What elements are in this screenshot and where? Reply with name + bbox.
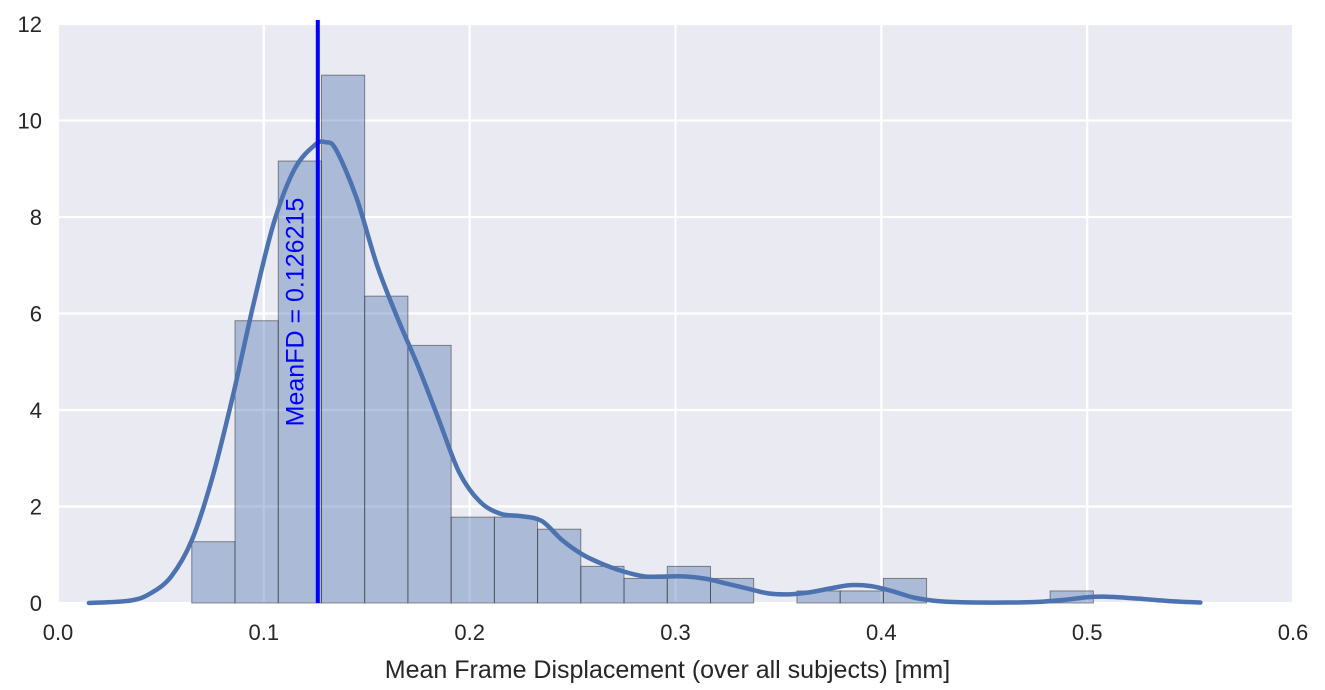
- histogram-bar: [493, 516, 539, 604]
- histogram-bar: [364, 295, 409, 604]
- kde-curve: [86, 139, 1203, 606]
- x-tick-label: 0.0: [43, 620, 74, 645]
- y-tick-label: 2: [30, 495, 42, 520]
- histogram-bars: [191, 74, 1094, 604]
- y-tick-label: 4: [30, 398, 42, 423]
- y-axis-ticks: 0 2 4 6 8 10 12: [18, 12, 42, 616]
- histogram-bar: [407, 344, 452, 604]
- x-tick-label: 0.6: [1278, 620, 1309, 645]
- x-tick-label: 0.2: [454, 620, 485, 645]
- y-tick-label: 0: [30, 591, 42, 616]
- mean-fd-annotation: MeanFD = 0.126215: [281, 198, 309, 427]
- histogram-bar: [666, 565, 711, 604]
- y-tick-label: 10: [18, 109, 42, 134]
- histogram-bar: [839, 590, 884, 604]
- y-tick-label: 6: [30, 302, 42, 327]
- x-tick-label: 0.4: [866, 620, 897, 645]
- y-tick-label: 12: [18, 12, 42, 37]
- x-tick-label: 0.3: [660, 620, 691, 645]
- x-axis-ticks: 0.0 0.1 0.2 0.3 0.4 0.5 0.6: [43, 620, 1309, 645]
- histogram-bar: [234, 320, 279, 604]
- histogram-bar: [537, 528, 582, 604]
- histogram-bar: [450, 516, 495, 604]
- y-tick-label: 8: [30, 205, 42, 230]
- histogram-bar: [321, 74, 366, 604]
- histogram-bar: [277, 160, 322, 604]
- x-tick-label: 0.1: [249, 620, 280, 645]
- x-axis-label: Mean Frame Displacement (over all subjec…: [385, 656, 950, 684]
- histogram-bar: [580, 565, 625, 604]
- histogram-bar: [623, 577, 668, 604]
- x-tick-label: 0.5: [1072, 620, 1103, 645]
- histogram-bar: [191, 541, 236, 604]
